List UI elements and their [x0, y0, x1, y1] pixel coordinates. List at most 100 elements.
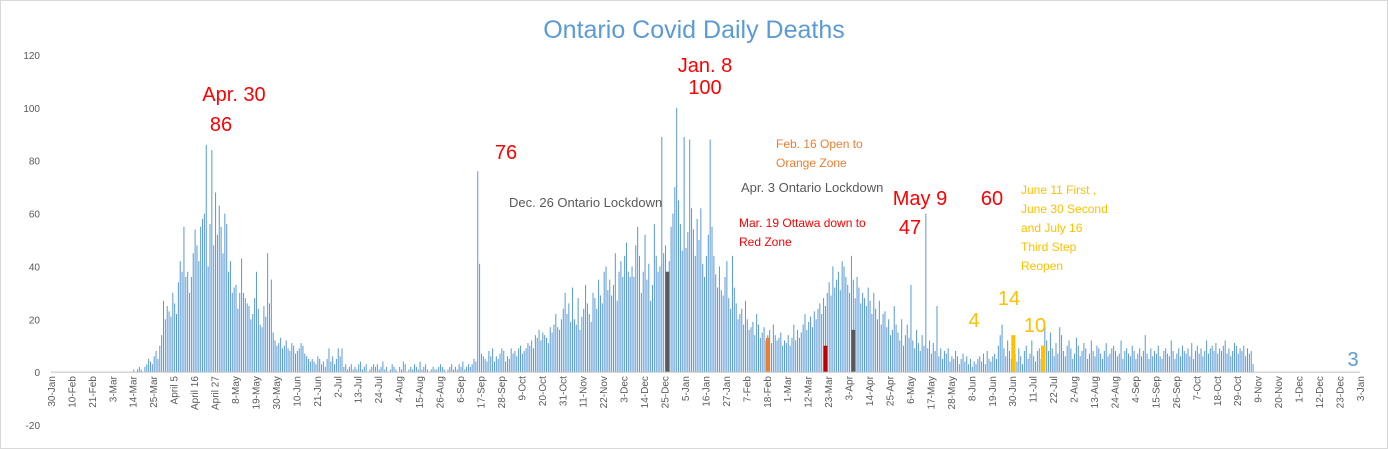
bar	[453, 369, 455, 373]
bar	[973, 361, 975, 373]
x-tick-label: 19-May	[252, 376, 263, 409]
bar	[207, 266, 209, 373]
bar	[590, 321, 592, 373]
bar	[1074, 353, 1076, 373]
bar	[200, 226, 202, 373]
bar	[797, 329, 799, 373]
bar	[923, 345, 925, 373]
bar	[771, 343, 773, 373]
bar	[179, 261, 181, 373]
bar	[1064, 356, 1066, 373]
annotation-dec26-lockdown: Dec. 26 Ontario Lockdown	[509, 195, 662, 210]
bar	[354, 366, 356, 373]
bars	[133, 107, 1254, 373]
highlighted-bar	[765, 337, 770, 373]
x-tick-label: 6-Sep	[456, 376, 467, 403]
bar	[722, 295, 724, 373]
bar	[583, 308, 585, 373]
bar	[423, 366, 425, 373]
bar	[146, 364, 148, 373]
bar	[1248, 353, 1250, 373]
bar	[951, 356, 953, 373]
bar	[704, 277, 706, 373]
bar	[177, 282, 179, 373]
bar	[882, 314, 884, 373]
bar	[720, 290, 722, 373]
annotations: Apr. 30 86 76 Dec. 26 Ontario Lockdown Jan. …	[202, 55, 1358, 371]
bar	[391, 364, 393, 373]
bar	[964, 361, 966, 373]
bar	[176, 314, 178, 373]
bar	[884, 311, 886, 373]
bar	[458, 364, 460, 373]
bar	[1165, 348, 1167, 373]
bar	[467, 364, 469, 373]
bar	[287, 348, 289, 373]
bar	[218, 205, 220, 373]
bar	[622, 277, 624, 373]
annotation-jan8-value: 100	[688, 77, 721, 99]
bar	[845, 277, 847, 373]
bar	[334, 364, 336, 373]
bar	[674, 187, 676, 373]
y-tick-label: -20	[26, 421, 41, 432]
bar	[239, 292, 241, 373]
bar	[1152, 356, 1154, 373]
bar	[1057, 353, 1059, 373]
bar	[685, 247, 687, 373]
x-tick-label: 9-Oct	[517, 376, 528, 401]
x-tick-label: 25-Apr	[886, 375, 897, 406]
bar	[361, 369, 363, 373]
bar	[813, 311, 815, 373]
bar	[244, 298, 246, 373]
bar	[469, 366, 471, 373]
bar	[709, 139, 711, 373]
bar	[384, 369, 386, 373]
bar	[1176, 353, 1178, 373]
bar	[873, 292, 875, 373]
bar	[298, 348, 300, 373]
bar	[739, 314, 741, 373]
bar	[1170, 340, 1172, 373]
bar	[255, 271, 257, 373]
bar	[1168, 356, 1170, 373]
bar	[518, 348, 520, 373]
bar	[1055, 343, 1057, 373]
x-tick-label: 26-Aug	[436, 376, 447, 408]
bar	[1022, 364, 1024, 373]
bar	[625, 242, 627, 373]
bar	[737, 319, 739, 373]
bar	[304, 353, 306, 373]
bar	[1027, 358, 1029, 373]
bar	[744, 300, 746, 373]
bar	[343, 366, 345, 373]
annotation-sep-peak: 76	[495, 142, 517, 164]
bar	[1189, 356, 1191, 373]
bar	[1051, 348, 1053, 373]
bar	[631, 266, 633, 373]
bar	[876, 319, 878, 373]
annotation-june-peak: 60	[981, 188, 1003, 210]
bar	[908, 337, 910, 373]
bar	[791, 337, 793, 373]
bar	[1220, 351, 1222, 373]
bar	[1148, 358, 1150, 373]
bar	[281, 348, 283, 373]
bar	[1178, 348, 1180, 373]
bar	[196, 245, 198, 373]
x-tick-label: 13-Jul	[354, 376, 365, 403]
bar	[482, 356, 484, 373]
bar	[133, 369, 135, 373]
bar	[824, 306, 826, 373]
bar	[1061, 335, 1063, 373]
x-tick-label: 14-Apr	[865, 375, 876, 406]
bar	[497, 358, 499, 373]
annotation-june30-value: 14	[998, 288, 1020, 310]
x-tick-label: 28-Sep	[497, 376, 508, 409]
y-tick-label: 0	[34, 368, 40, 379]
bar	[916, 329, 918, 373]
bar	[599, 295, 601, 373]
bar	[958, 364, 960, 373]
bar	[551, 332, 553, 373]
bar	[492, 348, 494, 373]
